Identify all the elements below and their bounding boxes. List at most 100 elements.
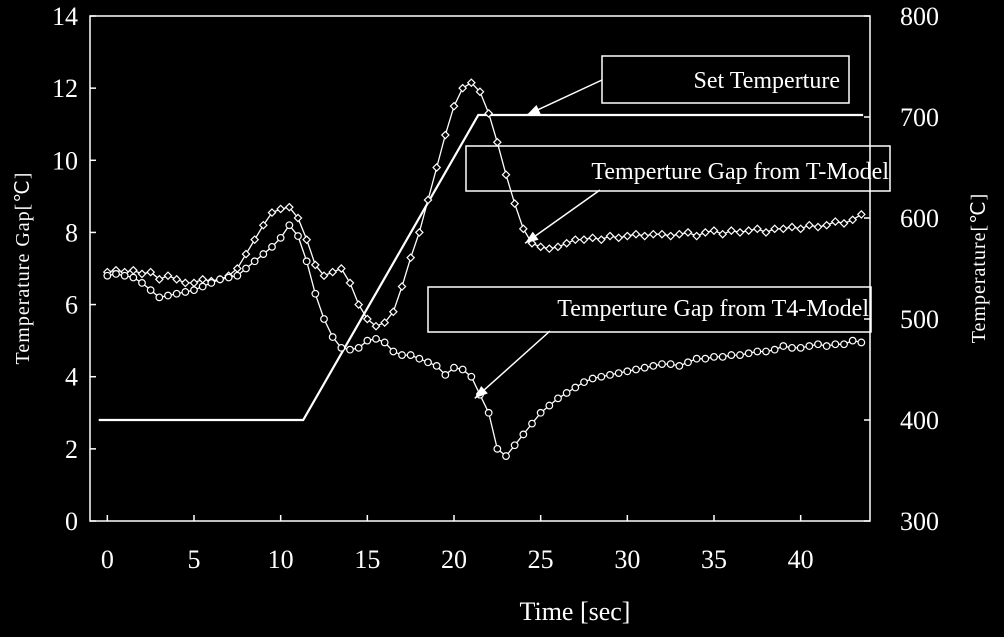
data-point-diamond xyxy=(631,229,641,239)
data-point-circle xyxy=(198,282,207,291)
data-point-circle xyxy=(242,264,250,273)
data-point-circle xyxy=(138,279,146,287)
data-point-circle xyxy=(675,361,684,370)
data-point-diamond xyxy=(458,83,468,93)
annotation-t-model: Temperture Gap from T-Model xyxy=(465,145,891,244)
data-point-circle xyxy=(467,372,476,381)
data-point-diamond xyxy=(544,244,554,254)
data-point-diamond xyxy=(137,269,147,279)
y-right-tick-label: 500 xyxy=(900,305,939,334)
data-point-circle xyxy=(649,361,658,370)
data-point-diamond xyxy=(267,208,277,218)
data-point-diamond xyxy=(362,314,372,324)
data-point-diamond xyxy=(336,264,346,273)
data-point-circle xyxy=(172,289,181,298)
data-point-circle xyxy=(536,408,545,417)
series-line-2 xyxy=(107,224,862,458)
data-point-circle xyxy=(346,345,354,354)
annotation-arrowhead xyxy=(526,104,541,115)
data-point-circle xyxy=(736,351,744,359)
data-point-diamond xyxy=(744,226,754,236)
x-axis-title: Time [sec] xyxy=(520,597,631,626)
data-point-circle xyxy=(207,279,216,287)
data-point-circle xyxy=(762,347,770,356)
data-point-circle xyxy=(545,401,554,410)
data-point-circle xyxy=(389,347,398,356)
data-point-circle xyxy=(112,270,120,278)
data-point-circle xyxy=(753,347,762,356)
data-point-diamond xyxy=(319,271,329,281)
data-point-circle xyxy=(779,342,788,350)
data-point-circle xyxy=(224,273,233,282)
annotation-label-t4-model: Temperture Gap from T4-Model xyxy=(557,296,869,322)
data-point-diamond xyxy=(284,202,294,212)
data-point-circle xyxy=(519,430,528,439)
data-point-circle xyxy=(510,441,519,450)
data-point-circle xyxy=(770,345,779,354)
annotation-arrow-t-model xyxy=(524,189,601,244)
data-point-circle xyxy=(701,354,710,363)
data-point-diamond xyxy=(146,267,156,277)
data-point-circle xyxy=(588,374,597,383)
data-point-circle xyxy=(372,334,380,343)
data-point-diamond xyxy=(414,227,424,237)
y-left-tick-label: 10 xyxy=(52,146,78,175)
y-left-tick-label: 0 xyxy=(65,507,78,536)
data-point-circle xyxy=(528,419,536,428)
annotation-box-set-temperture xyxy=(601,55,850,104)
data-point-diamond xyxy=(241,249,251,259)
data-point-circle xyxy=(398,351,406,359)
data-point-circle xyxy=(562,389,571,397)
data-point-circle xyxy=(311,289,320,298)
data-point-circle xyxy=(380,338,389,347)
data-point-diamond xyxy=(293,213,303,223)
data-point-diamond xyxy=(839,218,849,228)
series-markers xyxy=(102,78,866,460)
annotation-box-t4-model xyxy=(427,286,872,333)
data-point-circle xyxy=(190,286,198,295)
data-point-circle xyxy=(424,358,432,367)
x-tick-label: 25 xyxy=(528,545,554,574)
data-point-diamond xyxy=(856,209,866,219)
data-point-diamond xyxy=(154,274,164,284)
data-point-diamond xyxy=(258,220,268,230)
data-point-diamond xyxy=(822,220,832,230)
data-point-diamond xyxy=(423,195,433,205)
data-point-diamond xyxy=(692,231,702,241)
data-point-circle xyxy=(857,338,866,347)
series-line-0 xyxy=(98,113,864,422)
data-point-circle xyxy=(502,452,510,460)
data-point-circle xyxy=(129,273,138,282)
data-point-diamond xyxy=(180,278,190,288)
y-left-tick-label: 12 xyxy=(52,74,78,103)
data-point-circle xyxy=(181,288,190,296)
data-point-circle xyxy=(788,343,796,352)
data-point-circle xyxy=(796,343,805,352)
data-point-diamond xyxy=(752,224,762,234)
data-point-diamond xyxy=(830,217,840,227)
data-point-diamond xyxy=(761,227,771,237)
data-point-circle xyxy=(632,365,640,374)
data-point-diamond xyxy=(466,78,476,88)
data-point-circle xyxy=(822,342,831,350)
y-right-tick-label: 400 xyxy=(900,406,939,435)
data-point-circle xyxy=(155,293,164,302)
x-tick-label: 35 xyxy=(701,545,727,574)
y-left-tick-label: 8 xyxy=(65,218,78,247)
data-point-diamond xyxy=(778,224,788,234)
data-point-diamond xyxy=(371,321,381,331)
data-point-diamond xyxy=(276,204,286,214)
data-point-circle xyxy=(458,365,467,374)
data-point-diamond xyxy=(536,242,546,252)
data-point-circle xyxy=(432,361,441,370)
data-point-circle xyxy=(363,336,372,345)
data-point-diamond xyxy=(848,215,858,225)
data-point-diamond xyxy=(674,229,684,239)
data-point-diamond xyxy=(726,226,736,236)
data-point-circle xyxy=(606,371,614,379)
data-point-circle xyxy=(848,336,857,345)
data-point-diamond xyxy=(501,170,511,180)
data-point-circle xyxy=(406,351,415,359)
data-point-diamond xyxy=(579,235,589,245)
